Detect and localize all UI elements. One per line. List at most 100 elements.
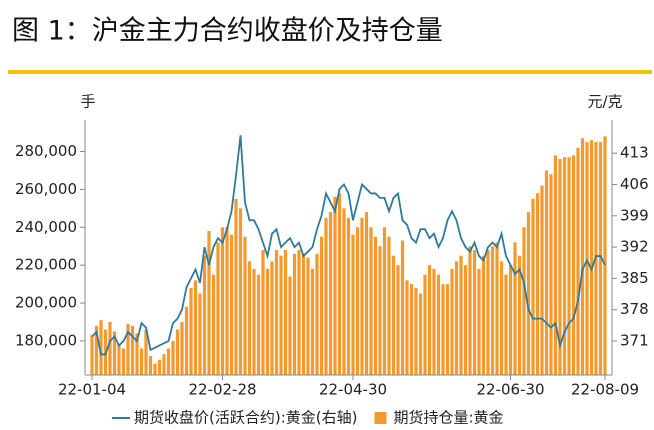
bar — [589, 140, 594, 375]
bar — [477, 268, 481, 375]
bar — [135, 333, 139, 375]
bar — [207, 231, 211, 375]
bar — [553, 155, 558, 375]
y2-axis-label: 元/克 — [587, 93, 622, 111]
y2-tick-label: 385 — [620, 269, 649, 287]
bar — [580, 138, 585, 375]
bar — [225, 227, 229, 375]
bar — [265, 268, 270, 375]
bar — [544, 170, 549, 375]
y-tick-label: 240,000 — [15, 218, 77, 236]
bar — [441, 284, 445, 375]
bar — [549, 174, 553, 375]
bar — [450, 268, 454, 375]
bar — [540, 185, 544, 375]
bar — [319, 236, 324, 375]
bar — [189, 287, 193, 375]
bar — [391, 255, 396, 375]
bar — [364, 212, 369, 375]
bar — [504, 274, 508, 375]
bar — [436, 274, 441, 375]
bar — [148, 356, 153, 375]
y-tick-label: 180,000 — [15, 331, 77, 349]
bar — [180, 321, 184, 375]
bar — [369, 227, 373, 375]
bar — [306, 257, 310, 375]
bar — [139, 348, 144, 375]
bar — [387, 236, 391, 375]
bar — [333, 196, 337, 375]
bar — [423, 274, 427, 375]
bar — [454, 261, 459, 375]
y-tick-label: 260,000 — [15, 180, 77, 198]
bar — [220, 227, 225, 375]
y-tick-label: 280,000 — [15, 142, 77, 160]
bar — [360, 217, 364, 375]
legend-swatch — [374, 412, 387, 424]
x-tick-label: 22-01-04 — [58, 381, 126, 399]
y-tick-label: 220,000 — [15, 256, 77, 274]
bar — [526, 212, 531, 375]
bar — [216, 242, 220, 375]
bar — [202, 255, 207, 375]
bar — [342, 208, 346, 375]
bar — [463, 265, 468, 375]
bar — [175, 329, 180, 375]
bar — [301, 253, 306, 375]
bar — [499, 261, 504, 375]
y2-tick-label: 413 — [620, 144, 649, 162]
y2-tick-label: 392 — [620, 238, 649, 256]
bar — [198, 293, 202, 375]
legend-label: 期货收盘价(活跃合约):黄金(右轴) — [134, 409, 357, 427]
x-tick-label: 22-08-09 — [571, 381, 639, 399]
bar — [94, 325, 99, 375]
bar — [229, 234, 234, 375]
bar — [513, 242, 517, 375]
bar — [409, 284, 414, 375]
bar — [274, 250, 279, 375]
bar — [130, 325, 135, 375]
bar — [162, 354, 166, 375]
y2-tick-label: 378 — [620, 300, 649, 318]
x-tick-label: 22-04-30 — [319, 381, 387, 399]
bar — [481, 255, 486, 375]
bar — [603, 136, 607, 375]
bar — [153, 363, 157, 375]
bar — [558, 159, 562, 375]
bar — [184, 306, 189, 375]
bar — [243, 236, 247, 375]
bar — [414, 287, 418, 375]
bar — [112, 331, 117, 375]
bar — [567, 157, 571, 375]
bar — [292, 253, 297, 375]
bar — [571, 155, 576, 375]
y-tick-label: 200,000 — [15, 294, 77, 312]
bar — [211, 274, 216, 375]
bar — [351, 234, 355, 375]
bar — [157, 359, 162, 375]
bar — [459, 255, 463, 375]
line — [91, 135, 606, 356]
bar — [517, 255, 522, 375]
bar — [355, 227, 360, 375]
bar — [121, 348, 126, 375]
bar — [252, 268, 256, 375]
bar — [400, 240, 405, 375]
bar — [472, 250, 477, 375]
bar — [427, 265, 432, 375]
bar — [522, 227, 526, 375]
bar — [396, 265, 400, 375]
bar — [283, 250, 288, 375]
bar — [270, 261, 274, 375]
bar — [238, 208, 243, 375]
y2-tick-label: 371 — [620, 332, 649, 350]
bar — [108, 321, 112, 375]
bar — [261, 250, 265, 375]
x-tick-label: 22-06-30 — [476, 381, 544, 399]
bar — [144, 329, 148, 375]
bar — [315, 253, 319, 375]
bar — [576, 147, 580, 375]
bar — [247, 261, 252, 375]
chart-title: 图 1：沪金主力合约收盘价及持仓量 — [12, 16, 443, 47]
